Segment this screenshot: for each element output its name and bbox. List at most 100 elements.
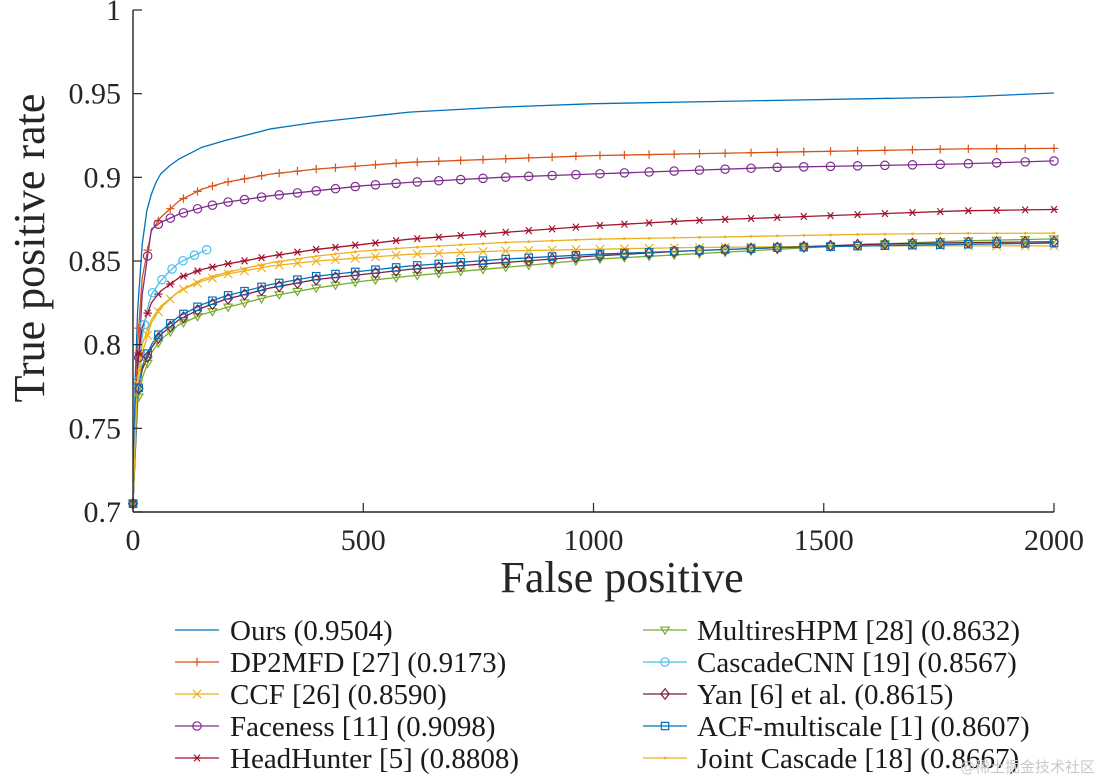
series-line-8: [132, 241, 1055, 504]
series-marker-9: [434, 259, 444, 269]
x-tick-label: 2000: [1024, 524, 1084, 557]
x-tick-label: 1000: [564, 524, 624, 557]
series-marker-8: [523, 254, 534, 267]
series-marker-5: [371, 239, 380, 247]
series-marker-4: [571, 169, 581, 180]
series-marker-10: [504, 241, 508, 244]
series-marker-2: [644, 150, 654, 159]
series-marker-4: [746, 163, 756, 174]
series-marker-3: [720, 242, 730, 252]
series-marker-9: [644, 247, 654, 257]
series-marker-8: [223, 292, 234, 305]
series-marker-6: [178, 319, 189, 329]
series-marker-5: [826, 211, 835, 220]
series-marker-5: [456, 231, 465, 240]
series-marker-2: [311, 164, 321, 174]
series-marker-6: [349, 278, 361, 288]
legend-entry-4: Faceness [11] (0.9098): [230, 711, 496, 743]
series-marker-2: [143, 245, 152, 255]
series-marker-5: [166, 280, 175, 288]
series-marker-10: [243, 267, 246, 270]
series-marker-4: [963, 158, 974, 169]
series-marker-5: [413, 234, 422, 243]
series-marker-9: [720, 245, 730, 254]
series-marker-2: [746, 148, 756, 157]
series-marker-6: [935, 238, 946, 248]
series-marker-3: [478, 247, 488, 257]
series-marker-2: [275, 168, 284, 178]
series-marker-9: [826, 242, 835, 251]
series-marker-4: [991, 158, 1002, 168]
series-marker-6: [192, 313, 203, 322]
x-axis-label: False positive: [500, 553, 743, 602]
series-marker-9: [992, 239, 1001, 249]
series-marker-2: [992, 144, 1001, 153]
series-marker-5: [351, 241, 360, 249]
series-marker-10: [314, 254, 318, 258]
series-marker-2: [799, 147, 808, 156]
series-marker-5: [908, 208, 917, 217]
series-marker-8: [478, 257, 488, 271]
series-marker-2: [193, 187, 202, 196]
series-marker-6: [390, 273, 402, 283]
series-marker-8: [274, 280, 285, 293]
series-marker-10: [374, 248, 377, 252]
series-marker-3: [456, 247, 466, 258]
series-marker-6: [433, 269, 445, 279]
series-marker-2: [720, 148, 730, 158]
series-marker-4: [772, 162, 783, 173]
series-marker-10: [182, 287, 185, 291]
series-marker-9: [1020, 239, 1030, 248]
series-marker-8: [433, 261, 444, 274]
series-marker-5: [773, 213, 782, 222]
series-marker-7: [201, 244, 212, 255]
series-marker-5: [179, 272, 188, 280]
series-marker-9: [547, 252, 557, 261]
series-marker-2: [524, 153, 533, 163]
series-marker-10: [883, 232, 887, 236]
legend-marker-5: [192, 754, 202, 762]
series-marker-5: [547, 225, 557, 233]
series-marker-5: [720, 215, 730, 224]
series-marker-8: [746, 242, 757, 255]
series-marker-9: [1049, 238, 1059, 248]
x-tick-label: 0: [126, 524, 141, 557]
series-marker-5: [1021, 206, 1030, 214]
series-marker-3: [239, 266, 250, 276]
series-marker-2: [501, 154, 510, 163]
series-marker-10: [168, 296, 172, 300]
series-marker-8: [412, 262, 423, 275]
series-marker-10: [622, 237, 626, 241]
series-marker-3: [501, 246, 511, 256]
series-marker-2: [1021, 144, 1030, 153]
series-marker-2: [391, 159, 401, 168]
series-marker-9: [412, 261, 422, 270]
series-marker-8: [165, 320, 176, 333]
series-marker-2: [257, 171, 266, 180]
series-marker-4: [412, 177, 423, 187]
series-marker-8: [153, 331, 164, 345]
series-marker-10: [137, 368, 141, 372]
series-marker-10: [856, 233, 859, 236]
series-marker-8: [547, 252, 558, 266]
series-marker-3: [292, 258, 303, 268]
series-marker-4: [292, 188, 303, 198]
series-marker-5: [311, 245, 321, 254]
series-marker-6: [523, 261, 534, 271]
series-marker-10: [647, 236, 651, 240]
series-marker-10: [481, 242, 485, 245]
series-marker-2: [595, 151, 605, 160]
series-line-6: [132, 238, 1055, 504]
series-marker-10: [415, 245, 419, 249]
series-marker-4: [825, 161, 836, 172]
series-marker-5: [853, 210, 862, 219]
series-marker-4: [595, 168, 605, 179]
series-marker-6: [619, 254, 630, 264]
series-marker-10: [698, 235, 701, 239]
series-marker-5: [293, 248, 302, 256]
series-marker-9: [853, 241, 862, 251]
series-marker-4: [523, 171, 534, 182]
series-marker-10: [775, 234, 779, 238]
series-marker-7: [157, 274, 167, 285]
series-marker-5: [478, 230, 488, 238]
